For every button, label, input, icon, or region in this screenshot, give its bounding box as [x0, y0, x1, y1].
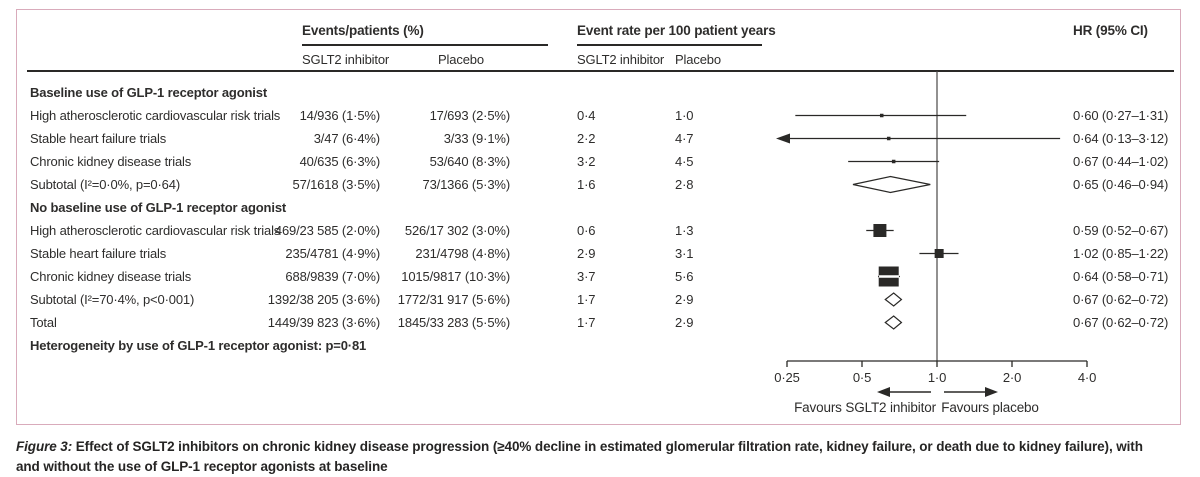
group-header-row: No baseline use of GLP-1 receptor agonis… — [0, 196, 1200, 219]
events-sglt2-cell: 57/1618 (3·5%) — [292, 177, 380, 192]
events-sglt2-cell: 469/23 585 (2·0%) — [274, 223, 380, 238]
hr-ci-cell: 0·65 (0·46–0·94) — [1073, 177, 1169, 192]
rate-placebo-cell: 1·0 — [675, 108, 694, 123]
table-row: Stable heart failure trials 235/4781 (4·9… — [0, 242, 1200, 265]
hr-ci-cell: 1·02 (0·85–1·22) — [1073, 246, 1169, 261]
group-header-row: Baseline use of GLP-1 receptor agonist — [0, 81, 1200, 104]
rate-placebo-subheader: Placebo — [675, 52, 721, 67]
events-placebo-cell: 231/4798 (4·8%) — [415, 246, 510, 261]
row-label: Subtotal (I²=70·4%, p<0·001) — [30, 292, 195, 307]
events-placebo-cell: 1845/33 283 (5·5%) — [397, 315, 510, 330]
events-sglt2-cell: 688/9839 (7·0%) — [285, 269, 380, 284]
table-top-rule — [27, 70, 1174, 72]
rate-placebo-cell: 4·7 — [675, 131, 694, 146]
events-header-underline — [302, 44, 548, 46]
rate-sglt2-cell: 0·6 — [577, 223, 596, 238]
row-label: No baseline use of GLP-1 receptor agonis… — [30, 200, 287, 215]
events-sglt2-cell: 1392/38 205 (3·6%) — [267, 292, 380, 307]
events-placebo-cell: 1015/9817 (10·3%) — [401, 269, 510, 284]
rate-sglt2-cell: 2·9 — [577, 246, 596, 261]
rate-header-underline — [577, 44, 762, 46]
events-patients-header: Events/patients (%) — [302, 23, 424, 38]
rate-placebo-cell: 2·9 — [675, 292, 694, 307]
row-label: Heterogeneity by use of GLP-1 receptor a… — [30, 338, 367, 353]
hr-ci-cell: 0·67 (0·62–0·72) — [1073, 315, 1169, 330]
table-row: High atherosclerotic cardiovascular risk… — [0, 104, 1200, 127]
figure-caption-text: Effect of SGLT2 inhibitors on chronic ki… — [16, 439, 1143, 474]
table-row: Total 1449/39 823 (3·6%) 1845/33 283 (5·5%… — [0, 311, 1200, 334]
row-label: Baseline use of GLP-1 receptor agonist — [30, 85, 268, 100]
table-row: High atherosclerotic cardiovascular risk… — [0, 219, 1200, 242]
row-label: High atherosclerotic cardiovascular risk… — [30, 108, 281, 123]
events-sglt2-cell: 3/47 (6·4%) — [313, 131, 380, 146]
table-row: Chronic kidney disease trials 688/9839 (7… — [0, 265, 1200, 288]
events-placebo-subheader: Placebo — [438, 52, 484, 67]
table-row: Chronic kidney disease trials 40/635 (6·3… — [0, 150, 1200, 173]
figure-caption-number: Figure 3: — [16, 439, 73, 454]
events-placebo-cell: 73/1366 (5·3%) — [422, 177, 510, 192]
rate-sglt2-cell: 0·4 — [577, 108, 596, 123]
heterogeneity-note-row: Heterogeneity by use of GLP-1 receptor a… — [0, 334, 1200, 357]
rate-sglt2-cell: 2·2 — [577, 131, 596, 146]
rate-placebo-cell: 5·6 — [675, 269, 694, 284]
figure-panel — [16, 9, 1181, 425]
hr-ci-cell: 0·60 (0·27–1·31) — [1073, 108, 1169, 123]
events-placebo-cell: 53/640 (8·3%) — [429, 154, 511, 169]
rate-placebo-cell: 4·5 — [675, 154, 694, 169]
events-sglt2-cell: 40/635 (6·3%) — [299, 154, 381, 169]
event-rate-header: Event rate per 100 patient years — [577, 23, 776, 38]
hr-ci-cell: 0·67 (0·62–0·72) — [1073, 292, 1169, 307]
rate-placebo-cell: 2·8 — [675, 177, 694, 192]
hr-ci-cell: 0·67 (0·44–1·02) — [1073, 154, 1169, 169]
rate-placebo-cell: 1·3 — [675, 223, 694, 238]
hr-ci-cell: 0·59 (0·52–0·67) — [1073, 223, 1169, 238]
events-placebo-cell: 17/693 (2·5%) — [429, 108, 511, 123]
rate-sglt2-cell: 3·7 — [577, 269, 596, 284]
events-placebo-cell: 3/33 (9·1%) — [443, 131, 510, 146]
row-label: Stable heart failure trials — [30, 246, 167, 261]
events-sglt2-cell: 1449/39 823 (3·6%) — [267, 315, 380, 330]
events-placebo-cell: 1772/31 917 (5·6%) — [397, 292, 510, 307]
events-placebo-cell: 526/17 302 (3·0%) — [404, 223, 510, 238]
events-sglt2-cell: 235/4781 (4·9%) — [285, 246, 380, 261]
rate-sglt2-cell: 1·6 — [577, 177, 596, 192]
row-label: Chronic kidney disease trials — [30, 154, 192, 169]
row-label: Chronic kidney disease trials — [30, 269, 192, 284]
rate-placebo-cell: 3·1 — [675, 246, 694, 261]
row-label: Total — [30, 315, 57, 330]
rate-sglt2-cell: 3·2 — [577, 154, 596, 169]
events-sglt2-cell: 14/936 (1·5%) — [299, 108, 381, 123]
figure-caption: Figure 3: Effect of SGLT2 inhibitors on … — [16, 437, 1168, 477]
row-label: Subtotal (I²=0·0%, p=0·64) — [30, 177, 181, 192]
row-label: High atherosclerotic cardiovascular risk… — [30, 223, 281, 238]
rate-sglt2-subheader: SGLT2 inhibitor — [577, 52, 665, 67]
rate-placebo-cell: 2·9 — [675, 315, 694, 330]
hr-ci-cell: 0·64 (0·58–0·71) — [1073, 269, 1169, 284]
hr-ci-cell: 0·64 (0·13–3·12) — [1073, 131, 1169, 146]
table-row: Stable heart failure trials 3/47 (6·4%) 3/… — [0, 127, 1200, 150]
hr-ci-header: HR (95% CI) — [1073, 23, 1148, 38]
table-row: Subtotal (I²=70·4%, p<0·001) 1392/38 205 … — [0, 288, 1200, 311]
rate-sglt2-cell: 1·7 — [577, 315, 596, 330]
row-label: Stable heart failure trials — [30, 131, 167, 146]
table-row: Subtotal (I²=0·0%, p=0·64) 57/1618 (3·5%)… — [0, 173, 1200, 196]
events-sglt2-subheader: SGLT2 inhibitor — [302, 52, 390, 67]
rate-sglt2-cell: 1·7 — [577, 292, 596, 307]
